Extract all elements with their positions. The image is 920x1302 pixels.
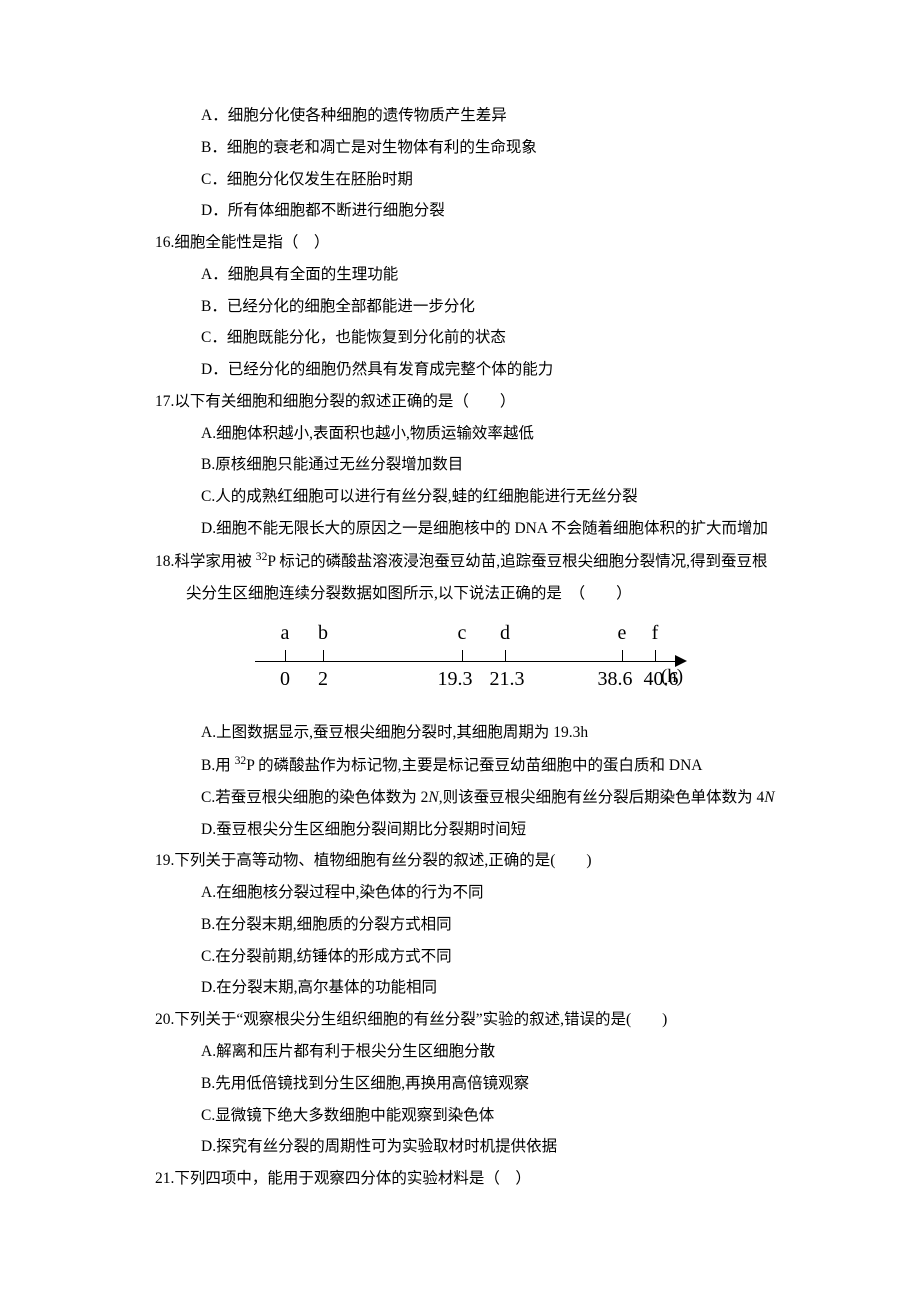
q18-c-n2: N [764, 789, 774, 806]
chart-label: b [318, 623, 328, 643]
chart-value: 0 [280, 669, 290, 689]
q16-option-b: B．已经分化的细胞全部都能进一步分化 [155, 291, 795, 323]
chart-tick [505, 650, 506, 662]
q20-stem: 20.下列关于“观察根尖分生组织细胞的有丝分裂”实验的叙述,错误的是( ) [155, 1004, 795, 1036]
chart-label: a [281, 623, 290, 643]
q17-option-c: C.人的成熟红细胞可以进行有丝分裂,蛙的红细胞能进行无丝分裂 [155, 481, 795, 513]
q15-option-d: D．所有体细胞都不断进行细胞分裂 [155, 195, 795, 227]
q17-option-a: A.细胞体积越小,表面积也越小,物质运输效率越低 [155, 418, 795, 450]
chart-letters-row: a b c d e f [255, 623, 695, 645]
q18-c-n1: N [428, 789, 438, 806]
q15-option-c: C．细胞分化仅发生在胚胎时期 [155, 164, 795, 196]
q17-option-d: D.细胞不能无限长大的原因之一是细胞核中的 DNA 不会随着细胞体积的扩大而增加 [155, 513, 795, 545]
q18-chart-container: abcdef 0219.321.338.640.6(h) [155, 623, 795, 703]
chart-label: f [652, 623, 659, 643]
q19-option-a: A.在细胞核分裂过程中,染色体的行为不同 [155, 877, 795, 909]
q19-option-c: C.在分裂前期,纺锤体的形成方式不同 [155, 941, 795, 973]
q18-timeline-chart: abcdef 0219.321.338.640.6(h) [255, 623, 695, 691]
q18-option-b: B.用 32P 的磷酸盐作为标记物,主要是标记蚕豆幼苗细胞中的蛋白质和 DNA [155, 749, 795, 782]
q20-option-c: C.显微镜下绝大多数细胞中能观察到染色体 [155, 1100, 795, 1132]
chart-value: 19.3 [438, 669, 473, 689]
q18-stem-l1-sup: 32 [256, 550, 268, 563]
chart-tick [285, 650, 286, 662]
q15-option-a: A．细胞分化使各种细胞的遗传物质产生差异 [155, 100, 795, 132]
q15-option-b: B．细胞的衰老和凋亡是对生物体有利的生命现象 [155, 132, 795, 164]
chart-label: c [458, 623, 467, 643]
chart-tick [462, 650, 463, 662]
q16-option-d: D．已经分化的细胞仍然具有发育成完整个体的能力 [155, 354, 795, 386]
chart-label: d [500, 623, 510, 643]
chart-tick [655, 650, 656, 662]
q18-c-mid: ,则该蚕豆根尖细胞有丝分裂后期染色单体数为 4 [439, 789, 765, 806]
q19-option-b: B.在分裂末期,细胞质的分裂方式相同 [155, 909, 795, 941]
q18-stem-l1-pre: 18.科学家用被 [155, 553, 256, 570]
q17-option-b: B.原核细胞只能通过无丝分裂增加数目 [155, 449, 795, 481]
q18-b-post: P 的磷酸盐作为标记物,主要是标记蚕豆幼苗细胞中的蛋白质和 DNA [246, 757, 702, 774]
q19-stem: 19.下列关于高等动物、植物细胞有丝分裂的叙述,正确的是( ) [155, 845, 795, 877]
chart-value: 21.3 [490, 669, 525, 689]
chart-value: 38.6 [598, 669, 633, 689]
q18-b-pre: B.用 [201, 757, 235, 774]
q16-option-a: A．细胞具有全面的生理功能 [155, 259, 795, 291]
q18-option-d: D.蚕豆根尖分生区细胞分裂间期比分裂期时间短 [155, 814, 795, 846]
q20-option-b: B.先用低倍镜找到分生区细胞,再换用高倍镜观察 [155, 1068, 795, 1100]
q17-stem: 17.以下有关细胞和细胞分裂的叙述正确的是（ ） [155, 386, 795, 418]
chart-axis-line [255, 661, 677, 662]
chart-tick [622, 650, 623, 662]
chart-values-row: 0219.321.338.640.6(h) [255, 669, 695, 691]
q18-stem-line2: 尖分生区细胞连续分裂数据如图所示,以下说法正确的是 （ ） [155, 578, 795, 610]
q20-option-a: A.解离和压片都有利于根尖分生区细胞分散 [155, 1036, 795, 1068]
q16-stem: 16.细胞全能性是指（ ） [155, 227, 795, 259]
q21-stem: 21.下列四项中，能用于观察四分体的实验材料是（ ） [155, 1163, 795, 1195]
q18-c-pre: C.若蚕豆根尖细胞的染色体数为 2 [201, 789, 428, 806]
q18-stem-line1: 18.科学家用被 32P 标记的磷酸盐溶液浸泡蚕豆幼苗,追踪蚕豆根尖细胞分裂情况… [155, 545, 795, 578]
chart-tick [323, 650, 324, 662]
q16-option-c: C．细胞既能分化，也能恢复到分化前的状态 [155, 322, 795, 354]
q18-option-a: A.上图数据显示,蚕豆根尖细胞分裂时,其细胞周期为 19.3h [155, 717, 795, 749]
q20-option-d: D.探究有丝分裂的周期性可为实验取材时机提供依据 [155, 1131, 795, 1163]
q18-option-c: C.若蚕豆根尖细胞的染色体数为 2N,则该蚕豆根尖细胞有丝分裂后期染色单体数为 … [155, 782, 795, 814]
chart-value: 2 [318, 669, 328, 689]
q18-b-sup: 32 [235, 754, 247, 767]
q18-stem-l1-post: P 标记的磷酸盐溶液浸泡蚕豆幼苗,追踪蚕豆根尖细胞分裂情况,得到蚕豆根 [267, 553, 767, 570]
chart-axis [255, 647, 695, 667]
q19-option-d: D.在分裂末期,高尔基体的功能相同 [155, 972, 795, 1004]
chart-label: e [618, 623, 627, 643]
chart-unit: (h) [661, 667, 683, 686]
